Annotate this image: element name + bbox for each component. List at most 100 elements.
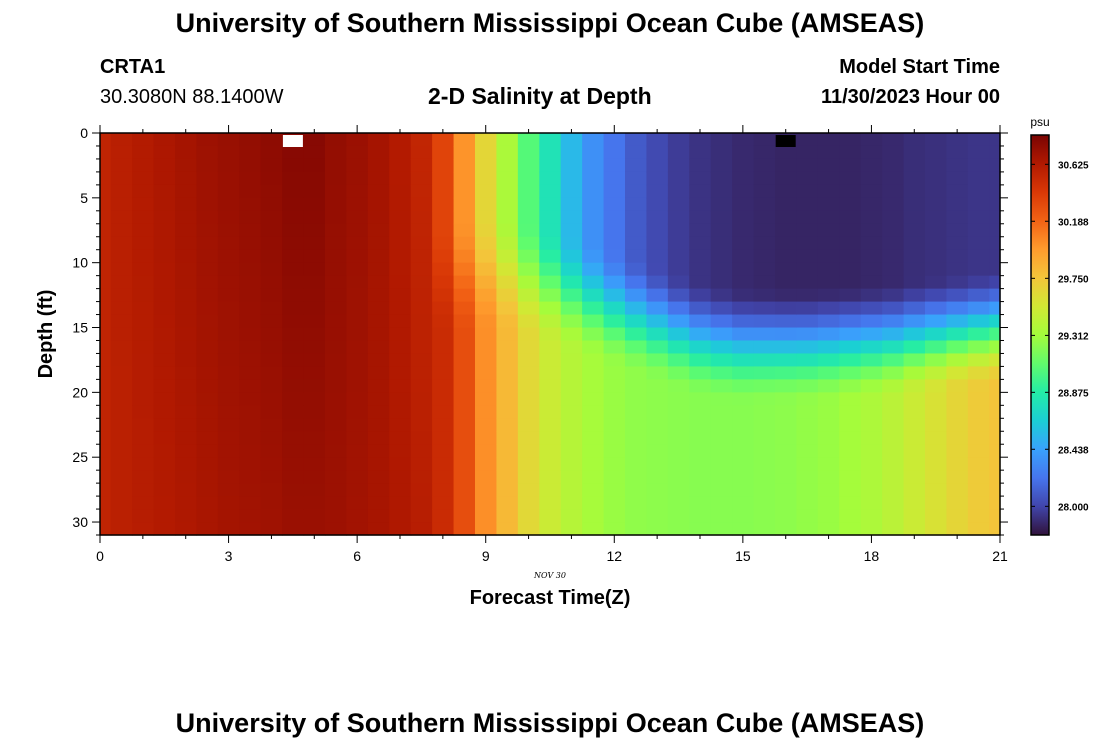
heatmap-cell (839, 444, 862, 458)
heatmap-cell (325, 392, 348, 406)
heatmap-cell (196, 171, 219, 186)
heatmap-cell (667, 210, 690, 225)
heatmap-cell (560, 405, 583, 419)
heatmap-cell (110, 288, 133, 303)
heatmap-cell (667, 444, 690, 458)
heatmap-cell (496, 366, 519, 380)
heatmap-cell (367, 405, 390, 419)
heatmap-cell (539, 301, 562, 316)
heatmap-cell (925, 171, 948, 186)
heatmap-cell (367, 236, 390, 251)
heatmap-cell (689, 444, 712, 458)
heatmap-cell (367, 457, 390, 471)
heatmap-cell (132, 327, 155, 342)
heatmap-cell (175, 405, 198, 419)
heatmap-cell (732, 262, 755, 277)
heatmap-cell (667, 457, 690, 471)
heatmap-cell (646, 418, 669, 432)
heatmap-cell (925, 262, 948, 277)
heatmap-cell (453, 340, 476, 355)
heatmap-cell (710, 275, 733, 290)
heatmap-cell (217, 275, 240, 290)
heatmap-cell (410, 509, 433, 523)
heatmap-cell (646, 522, 669, 536)
heatmap-cell (667, 522, 690, 536)
heatmap-cell (860, 483, 883, 497)
heatmap-cell (325, 145, 348, 160)
heatmap-cell (689, 496, 712, 510)
heatmap-cell (153, 184, 176, 199)
heatmap-cell (346, 249, 369, 264)
heatmap-cell (603, 133, 626, 147)
heatmap-cell (517, 405, 540, 419)
heatmap-cell (710, 418, 733, 432)
heatmap-cell (325, 470, 348, 484)
heatmap-cell (560, 197, 583, 212)
heatmap-cell (967, 340, 990, 355)
heatmap-cell (710, 210, 733, 225)
heatmap-cell (325, 431, 348, 445)
heatmap-cell (496, 288, 519, 303)
heatmap-cell (689, 301, 712, 316)
heatmap-cell (817, 275, 840, 290)
heatmap-cell (839, 236, 862, 251)
heatmap-cell (689, 392, 712, 406)
heatmap-cell (217, 184, 240, 199)
heatmap-cell (753, 353, 776, 368)
heatmap-cell (132, 223, 155, 238)
heatmap-cell (475, 262, 498, 277)
heatmap-cell (732, 236, 755, 251)
heatmap-cell (282, 457, 305, 471)
heatmap-cell (560, 457, 583, 471)
heatmap-cell (453, 470, 476, 484)
heatmap-cell (196, 288, 219, 303)
heatmap-cell (946, 444, 969, 458)
heatmap-cell (689, 366, 712, 380)
heatmap-cell (432, 314, 455, 329)
heatmap-cell (903, 405, 926, 419)
heatmap-cell (903, 288, 926, 303)
heatmap-cell (903, 431, 926, 445)
heatmap-cell (946, 366, 969, 380)
heatmap-cell (839, 314, 862, 329)
heatmap-cell (196, 223, 219, 238)
heatmap-cell (496, 171, 519, 186)
heatmap-cell (539, 210, 562, 225)
colorbar-tick-label: 30.188 (1058, 217, 1089, 228)
heatmap-cell (817, 353, 840, 368)
heatmap-cell (410, 418, 433, 432)
heatmap-cell (882, 249, 905, 264)
heatmap-cell (946, 275, 969, 290)
heatmap-cell (967, 288, 990, 303)
heatmap-cell (775, 145, 798, 160)
heatmap-cell (860, 405, 883, 419)
heatmap-cell (989, 340, 1001, 355)
heatmap-cell (603, 405, 626, 419)
heatmap-cell (667, 470, 690, 484)
heatmap-cell (967, 158, 990, 173)
heatmap-cell (132, 496, 155, 510)
heatmap-cell (496, 301, 519, 316)
heatmap-cell (967, 184, 990, 199)
heatmap-cell (646, 301, 669, 316)
heatmap-cell (132, 275, 155, 290)
heatmap-cell (603, 522, 626, 536)
heatmap-cell (110, 184, 133, 199)
heatmap-cell (560, 288, 583, 303)
heatmap-cell (775, 288, 798, 303)
heatmap-cell (325, 197, 348, 212)
heatmap-cell (925, 392, 948, 406)
heatmap-cell (346, 210, 369, 225)
heatmap-cell (817, 431, 840, 445)
heatmap-cell (346, 379, 369, 393)
heatmap-cell (453, 353, 476, 368)
heatmap-cell (625, 288, 648, 303)
heatmap-cell (132, 509, 155, 523)
heatmap-cell (989, 379, 1001, 393)
heatmap-cell (217, 314, 240, 329)
heatmap-cell (582, 197, 605, 212)
heatmap-cell (989, 444, 1001, 458)
heatmap-cell (496, 275, 519, 290)
heatmap-cell (389, 158, 412, 173)
heatmap-cell (196, 275, 219, 290)
